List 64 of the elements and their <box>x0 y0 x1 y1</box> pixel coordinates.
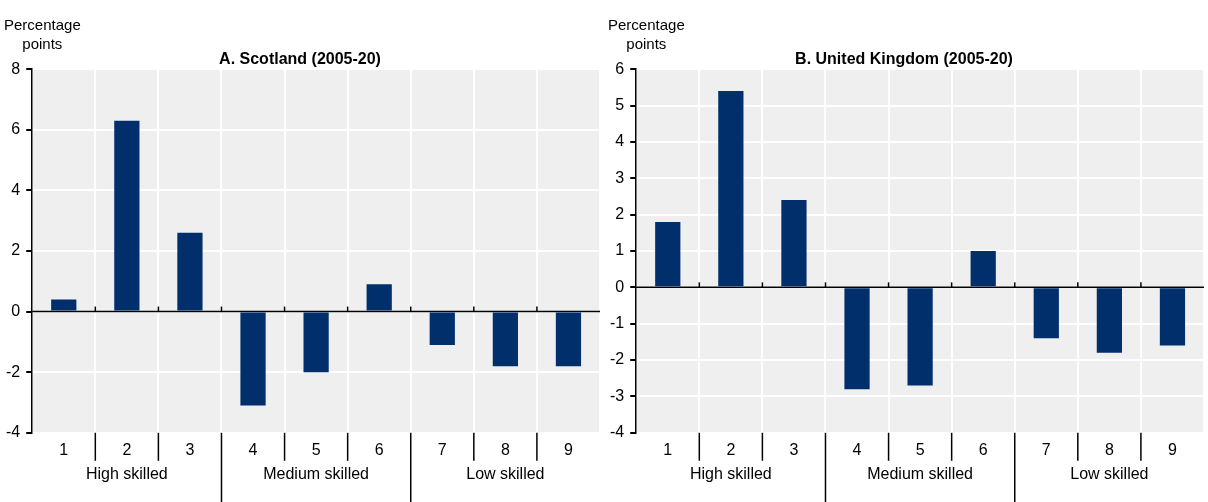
y-tick-label: 6 <box>11 120 21 138</box>
bar <box>114 120 140 311</box>
x-tick-label: 7 <box>1041 440 1051 458</box>
y-tick-label: 1 <box>615 241 625 259</box>
bar <box>366 284 392 311</box>
y-tick-label: 2 <box>615 205 625 223</box>
y-axis-title: Percentage points <box>607 15 685 52</box>
x-tick-label: 5 <box>915 440 925 458</box>
bar <box>240 312 266 406</box>
y-tick-label: 4 <box>11 180 21 198</box>
text: Low skilled <box>466 465 545 483</box>
x-tick-label: 6 <box>374 440 384 458</box>
bar <box>781 200 807 287</box>
text: Low skilled <box>1070 465 1149 483</box>
x-tick-label: 8 <box>500 440 510 458</box>
text: High skilled <box>85 465 168 483</box>
x-tick-label: 1 <box>59 440 69 458</box>
bar <box>555 312 582 367</box>
bar <box>907 288 933 386</box>
x-tick-label: 2 <box>726 440 736 458</box>
chart-title: B. United Kingdom (2005-20) <box>795 50 1013 68</box>
y-tick-label: 4 <box>615 132 625 150</box>
bar <box>492 312 518 367</box>
y-tick-label: 2 <box>11 241 21 259</box>
bar <box>429 312 455 345</box>
x-tick-label: 3 <box>789 440 799 458</box>
text: Medium skilled <box>263 465 370 483</box>
bar <box>655 221 681 287</box>
chart-title: A. Scotland (2005-20) <box>219 50 381 68</box>
bar <box>303 312 329 373</box>
bar <box>1033 288 1059 339</box>
x-tick-label: 9 <box>564 440 573 458</box>
text: Medium skilled <box>867 465 974 483</box>
x-tick-label: 6 <box>978 440 988 458</box>
x-tick-label: 9 <box>1168 440 1177 458</box>
y-tick-label: -2 <box>609 350 625 368</box>
y-tick-label: -4 <box>609 423 625 441</box>
x-tick-label: 2 <box>122 440 132 458</box>
bar <box>970 251 996 287</box>
y-tick-label: 8 <box>11 59 21 77</box>
bar <box>1096 288 1122 353</box>
x-tick-label: 5 <box>311 440 321 458</box>
y-tick-label: -4 <box>5 423 21 441</box>
y-axis-title: Percentage points <box>3 15 81 52</box>
y-tick-label: -2 <box>5 362 21 380</box>
bar <box>1159 288 1186 346</box>
x-tick-label: 4 <box>248 440 258 458</box>
bar <box>844 288 870 390</box>
x-tick-label: 8 <box>1104 440 1114 458</box>
bar <box>177 232 203 311</box>
bar <box>51 299 77 311</box>
y-tick-label: -3 <box>609 386 625 404</box>
x-tick-label: 1 <box>663 440 673 458</box>
bar <box>718 91 744 287</box>
text: High skilled <box>689 465 772 483</box>
y-tick-label: 0 <box>615 277 625 295</box>
y-tick-label: 6 <box>615 59 625 77</box>
x-tick-label: 4 <box>852 440 862 458</box>
x-tick-label: 7 <box>437 440 447 458</box>
y-tick-label: -1 <box>609 314 625 332</box>
y-tick-label: 0 <box>11 302 21 320</box>
y-tick-label: 3 <box>615 168 625 186</box>
y-tick-label: 5 <box>615 95 625 113</box>
x-tick-label: 3 <box>185 440 195 458</box>
